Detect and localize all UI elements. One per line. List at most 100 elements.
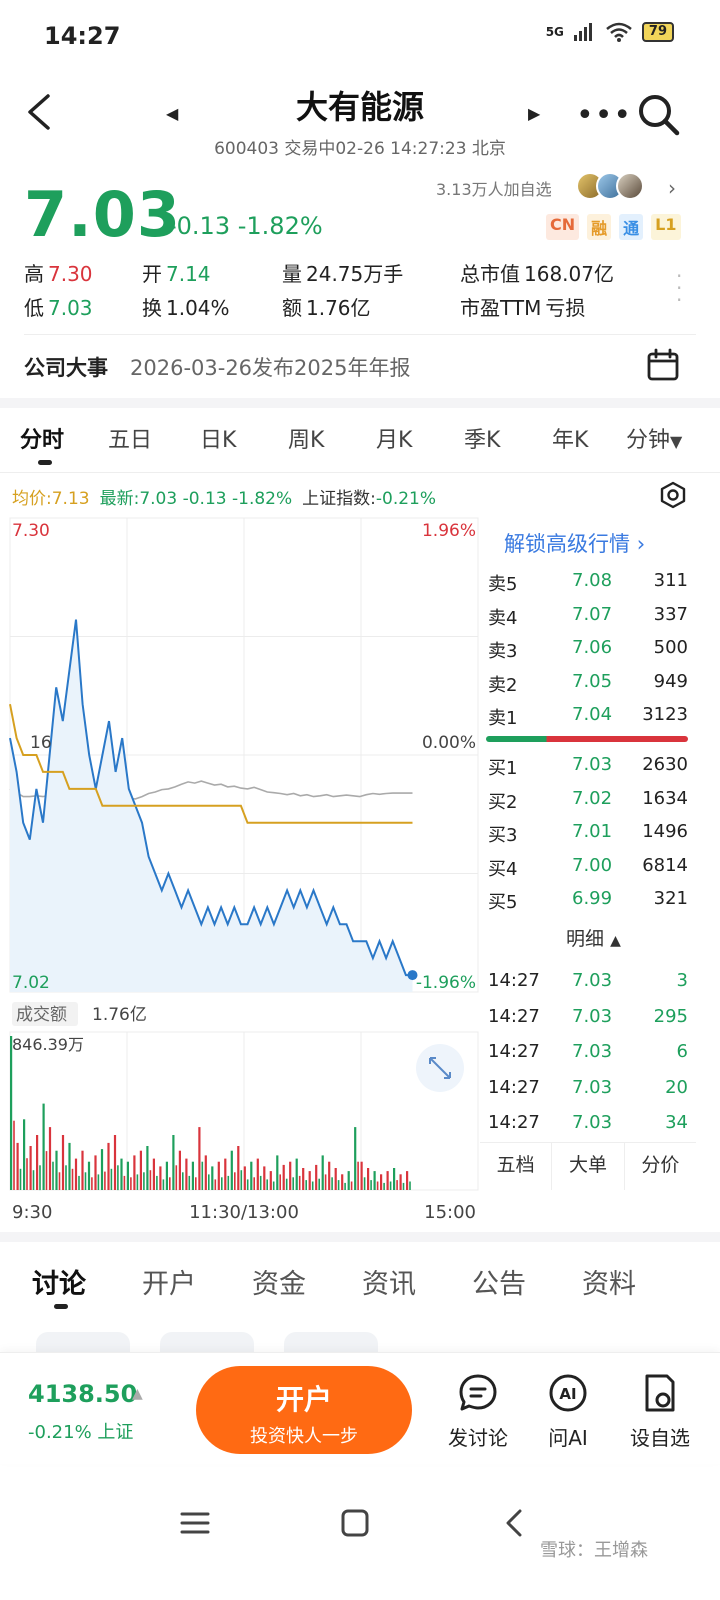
bid-level[interactable]: 买2 7.02 1634 xyxy=(488,788,688,813)
volume-bar xyxy=(217,1161,220,1190)
tick-time: 14:27 xyxy=(488,1112,540,1133)
section-gap xyxy=(0,1232,720,1242)
level-label: 买4 xyxy=(488,858,518,880)
follower-avatars[interactable] xyxy=(576,172,644,200)
volume-bar xyxy=(373,1171,376,1190)
axis-bottom-price: 7.02 xyxy=(12,973,50,993)
nav-home-icon[interactable] xyxy=(338,1506,372,1540)
open-account-button[interactable]: 开户 投资快人一步 xyxy=(196,1366,412,1454)
ask-level[interactable]: 卖3 7.06 500 xyxy=(488,637,688,662)
tab-five-day[interactable]: 五日 xyxy=(108,428,153,453)
volume-bar xyxy=(269,1171,272,1190)
axis-top-price: 7.30 xyxy=(12,521,50,541)
back-arrow-icon[interactable] xyxy=(22,92,58,132)
tab-five-levels[interactable]: 五档 xyxy=(496,1154,535,1176)
post-discussion-button[interactable]: 发讨论 xyxy=(438,1372,518,1451)
stat-label: 市盈TTM xyxy=(460,296,542,320)
expand-stats-icon[interactable]: · · · xyxy=(676,264,683,312)
level-price: 6.99 xyxy=(572,888,613,909)
more-icon[interactable]: ••• xyxy=(576,98,633,133)
page-subtitle: 600403 交易中02-26 14:27:23 北京 xyxy=(214,139,506,159)
search-icon[interactable] xyxy=(634,90,682,138)
tab-quarterly-k[interactable]: 季K xyxy=(464,428,501,453)
tab-profile[interactable]: 资料 xyxy=(582,1269,636,1300)
volume-bar xyxy=(156,1175,158,1190)
tab-monthly-k[interactable]: 月K xyxy=(376,428,413,453)
level-volume: 2630 xyxy=(642,754,688,775)
level-volume: 500 xyxy=(653,637,688,658)
ask-level[interactable]: 卖2 7.05 949 xyxy=(488,670,688,696)
tab-announcements[interactable]: 公告 xyxy=(472,1269,526,1300)
legend-latest-value: 7.03 xyxy=(139,489,178,509)
volume-bar xyxy=(337,1180,340,1190)
volume-bar xyxy=(328,1161,331,1190)
page-title: 大有能源 xyxy=(295,88,424,126)
tab-daily-k[interactable]: 日K xyxy=(200,428,237,453)
legend-index-label: 上证指数: xyxy=(302,489,376,509)
open-account-label: 开户 xyxy=(275,1383,332,1416)
level-label: 卖4 xyxy=(488,607,518,629)
volume-bar xyxy=(36,1135,39,1190)
event-text[interactable]: 2026-03-26发布2025年年报 xyxy=(130,356,411,380)
tab-big-orders[interactable]: 大单 xyxy=(551,1143,623,1190)
bid-level[interactable]: 买1 7.03 2630 xyxy=(488,754,688,779)
volume-bar xyxy=(370,1180,372,1190)
volume-bar xyxy=(162,1179,165,1190)
level-volume: 3123 xyxy=(642,704,688,725)
ask-level[interactable]: 卖4 7.07 337 xyxy=(488,604,688,629)
change-amount: -0.13 xyxy=(168,212,231,240)
stat-value: 168.07亿 xyxy=(524,262,614,286)
intraday-chart[interactable]: 7.30 7.02 1.96% 0.00% -1.96% 16 成交额 1.76亿 846.39… xyxy=(0,514,480,1234)
price-change: -0.13 -1.82% xyxy=(168,212,323,240)
unlock-advanced-quotes[interactable]: 解锁高级行情 › xyxy=(504,528,645,558)
tab-news[interactable]: 资讯 xyxy=(362,1269,416,1300)
next-stock-icon[interactable]: ▶ xyxy=(528,104,541,123)
stat-value: 亏损 xyxy=(545,296,586,320)
event-label[interactable]: 公司大事 xyxy=(24,356,108,380)
followers-count[interactable]: 3.13万人加自选 xyxy=(436,180,552,199)
tick-price: 7.03 xyxy=(572,1076,613,1098)
nav-menu-icon[interactable] xyxy=(178,1506,212,1540)
chevron-right-icon[interactable]: › xyxy=(668,176,676,200)
index-change[interactable]: -0.21% 上证 xyxy=(28,1422,134,1443)
watermark: 雪球：王增森 xyxy=(540,1540,648,1561)
volume-bar xyxy=(16,1142,19,1190)
tab-weekly-k[interactable]: 周K xyxy=(288,428,325,453)
level-price: 7.05 xyxy=(572,670,613,692)
volume-bar xyxy=(208,1174,210,1190)
badge-cn[interactable]: CN xyxy=(546,214,580,240)
tab-funds[interactable]: 资金 xyxy=(252,1269,306,1300)
tab-price-volume[interactable]: 分价 xyxy=(623,1143,696,1190)
legend-avg: 均价:7.13 xyxy=(12,484,90,509)
legend-latest-pct: -1.82% xyxy=(232,489,293,509)
bid-ask-ratio-bar xyxy=(486,736,688,742)
ask-ai-button[interactable]: AI 问AI xyxy=(528,1372,608,1451)
bid-level[interactable]: 买4 7.00 6814 xyxy=(488,855,688,880)
ask-level[interactable]: 卖1 7.04 3123 xyxy=(488,704,688,729)
index-value[interactable]: 4138.50 xyxy=(28,1380,138,1408)
tab-minute[interactable]: 分钟▼ xyxy=(626,422,682,454)
badge-connect[interactable]: 通 xyxy=(619,214,644,240)
bid-level[interactable]: 买5 6.99 321 xyxy=(488,888,688,913)
tab-intraday[interactable]: 分时 xyxy=(20,428,65,453)
volume-bar xyxy=(360,1161,363,1190)
add-watchlist-button[interactable]: 设自选 xyxy=(620,1372,700,1451)
calendar-icon[interactable] xyxy=(646,348,680,382)
chat-bubble-icon xyxy=(459,1374,497,1411)
detail-toggle[interactable]: 明细 ▲ xyxy=(566,924,621,951)
volume-bar xyxy=(188,1175,191,1190)
badge-level1[interactable]: L1 xyxy=(651,214,681,240)
prev-stock-icon[interactable]: ◀ xyxy=(166,104,179,123)
chart-period-tabs: 分时 五日 日K 周K 月K 季K 年K 分钟▼ xyxy=(0,422,720,462)
nav-back-icon[interactable] xyxy=(498,1506,532,1540)
volume-bar xyxy=(165,1161,168,1190)
ask-level[interactable]: 卖5 7.08 311 xyxy=(488,570,688,595)
tab-yearly-k[interactable]: 年K xyxy=(552,428,589,453)
tab-discussion[interactable]: 讨论 xyxy=(32,1269,86,1300)
bid-level[interactable]: 买3 7.01 1496 xyxy=(488,821,688,846)
settings-hexagon-icon[interactable] xyxy=(658,480,688,510)
level-label: 买1 xyxy=(488,758,518,779)
badge-margin[interactable]: 融 xyxy=(587,214,612,240)
tab-open-account[interactable]: 开户 xyxy=(142,1269,196,1300)
tick-volume: 295 xyxy=(653,1005,688,1027)
